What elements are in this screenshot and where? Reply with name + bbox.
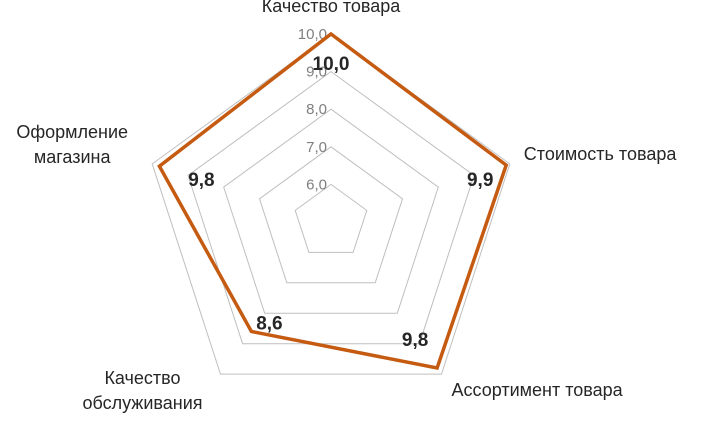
category-label-1: Стоимость товара bbox=[524, 144, 678, 164]
tick-label-2: 8,0 bbox=[306, 101, 327, 118]
grid-ring-3 bbox=[187, 70, 475, 345]
category-label-2: Ассортимент товара bbox=[452, 380, 624, 400]
data-label-0: 10,0 bbox=[313, 54, 350, 75]
category-label-4-line-1: магазина bbox=[34, 147, 112, 167]
data-label-3: 8,6 bbox=[256, 314, 282, 335]
category-label-3: Качество обслуживания bbox=[82, 368, 202, 413]
tick-label-3: 9,0 bbox=[306, 64, 327, 81]
data-labels: 10,0 9,9 9,8 8,6 9,8 bbox=[188, 54, 493, 351]
grid-ring-2 bbox=[223, 108, 439, 314]
tick-label-4: 10,0 bbox=[298, 26, 327, 43]
data-label-2: 9,8 bbox=[402, 330, 428, 351]
category-label-3-line-0: Качество bbox=[104, 368, 180, 388]
category-label-0-line-0: Качество товара bbox=[262, 0, 402, 16]
grid-ring-1 bbox=[258, 146, 404, 284]
category-label-4-line-0: Оформление bbox=[16, 122, 128, 142]
data-label-4: 9,8 bbox=[188, 170, 214, 191]
category-label-4: Оформление магазина bbox=[16, 122, 128, 167]
tick-label-1: 7,0 bbox=[306, 139, 327, 156]
data-label-1: 9,9 bbox=[467, 170, 493, 191]
radar-grid bbox=[151, 33, 511, 375]
category-labels: Качество товара Стоимость товара Ассортиме… bbox=[16, 0, 677, 413]
category-label-1-line-0: Стоимость товара bbox=[524, 144, 678, 164]
tick-label-0: 6,0 bbox=[306, 176, 327, 193]
radar-series bbox=[157, 31, 509, 371]
grid-ring-4 bbox=[151, 33, 511, 375]
grid-ring-0 bbox=[294, 183, 368, 253]
category-label-2-line-0: Ассортимент товара bbox=[452, 380, 624, 400]
category-label-0: Качество товара bbox=[262, 0, 402, 16]
category-label-3-line-1: обслуживания bbox=[82, 393, 202, 413]
series-line bbox=[157, 31, 509, 371]
radial-tick-labels: 6,0 7,0 8,0 9,0 10,0 bbox=[298, 26, 327, 193]
